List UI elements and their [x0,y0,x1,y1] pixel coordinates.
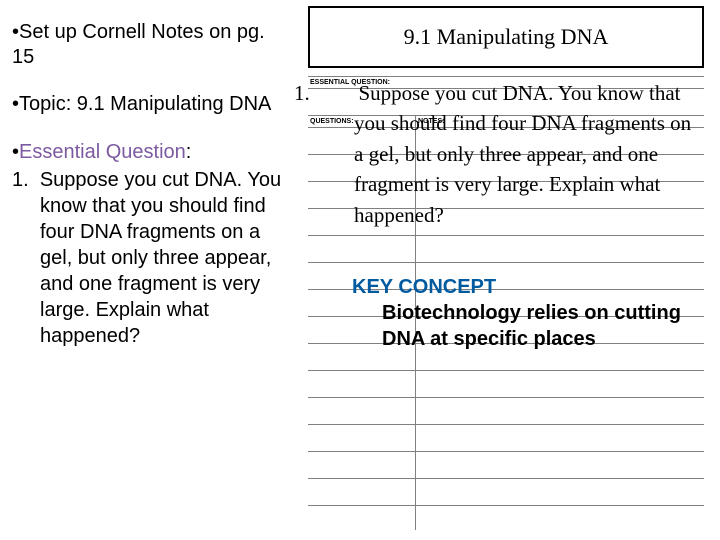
key-concept-text: Biotechnology relies on cutting DNA at s… [352,300,692,352]
cornell-row [308,424,704,451]
left-q-text: Suppose you cut DNA. You know that you s… [40,169,281,347]
eq-label: Essential Question [19,141,186,163]
title-text: 9.1 Manipulating DNA [404,24,609,50]
title-box: 9.1 Manipulating DNA [308,6,704,68]
cornell-row [308,451,704,478]
cornell-row [308,370,704,397]
left-q-number: 1. [12,169,29,191]
cornell-row [308,397,704,424]
overlay-q-text: Suppose you cut DNA. You know that you s… [354,81,691,227]
left-panel: •Set up Cornell Notes on pg. 15 •Topic: … [12,20,292,349]
eq-bullet-char: • [12,141,19,163]
left-question-item: 1. Suppose you cut DNA. You know that yo… [12,167,292,349]
key-concept: KEY CONCEPT Biotechnology relies on cutt… [352,274,692,352]
bullet-setup: •Set up Cornell Notes on pg. 15 [12,20,292,70]
question-overlay: 1. Suppose you cut DNA. You know that yo… [324,78,704,230]
overlay-q-number: 1. [324,78,348,108]
cornell-row [308,478,704,505]
key-concept-label: KEY CONCEPT [352,274,692,300]
eq-colon: : [186,141,192,163]
cornell-row [308,235,704,262]
bullet-eq: •Essential Question: [12,139,292,165]
bullet-topic: •Topic: 9.1 Manipulating DNA [12,92,292,117]
cornell-row [308,505,704,530]
